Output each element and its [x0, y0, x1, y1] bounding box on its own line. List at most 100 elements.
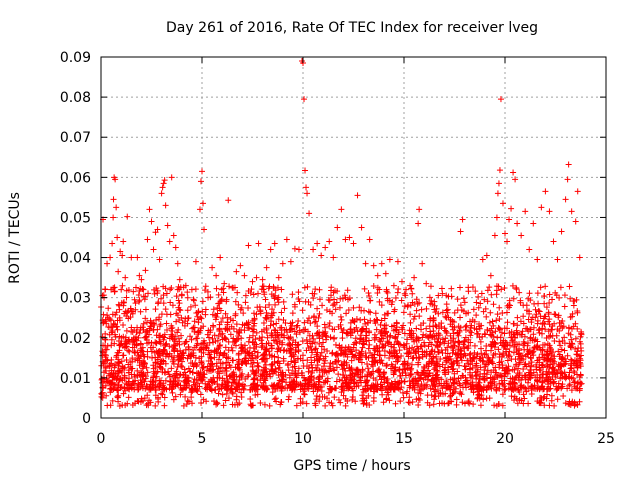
data-point	[283, 236, 290, 243]
data-point	[566, 381, 573, 388]
data-point	[457, 228, 464, 235]
data-point	[568, 364, 575, 371]
data-point	[191, 318, 198, 325]
data-point	[235, 356, 242, 363]
data-point	[487, 272, 494, 279]
data-point	[215, 345, 222, 352]
data-point	[253, 354, 260, 361]
data-point	[278, 332, 285, 339]
data-point	[113, 309, 120, 316]
tick-labels: 0 5 10 15 20 2500.010.020.030.040.050.060.070…	[60, 50, 615, 447]
data-point	[447, 386, 454, 393]
data-point	[365, 365, 372, 372]
data-point	[398, 278, 405, 285]
data-point	[460, 341, 467, 348]
data-point	[142, 306, 149, 313]
data-point	[118, 286, 125, 293]
data-point	[487, 309, 494, 316]
data-point	[164, 327, 171, 334]
data-point	[261, 375, 268, 382]
data-point	[181, 322, 188, 329]
data-point	[577, 372, 584, 379]
data-point	[301, 390, 308, 397]
data-point	[410, 336, 417, 343]
data-point	[142, 315, 149, 322]
data-point	[160, 346, 167, 353]
data-point	[200, 337, 207, 344]
data-point	[494, 311, 501, 318]
data-point	[233, 321, 240, 328]
data-point	[499, 402, 506, 409]
data-point	[331, 301, 338, 308]
data-point	[314, 323, 321, 330]
data-point	[156, 323, 163, 330]
data-point	[188, 336, 195, 343]
data-point	[310, 295, 317, 302]
data-point	[576, 398, 583, 405]
data-point	[162, 360, 169, 367]
data-point	[229, 390, 236, 397]
data-point	[107, 254, 114, 261]
data-point	[217, 254, 224, 261]
data-point	[276, 338, 283, 345]
data-point	[408, 332, 415, 339]
data-point	[212, 338, 219, 345]
data-point	[209, 335, 216, 342]
data-point	[427, 385, 434, 392]
data-point	[517, 297, 524, 304]
data-point	[108, 323, 115, 330]
data-point	[242, 375, 249, 382]
x-tick-label: 0	[97, 431, 106, 447]
data-point	[228, 344, 235, 351]
data-point	[212, 316, 219, 323]
data-point	[149, 354, 156, 361]
data-point	[107, 402, 114, 409]
data-point	[156, 256, 163, 263]
data-point	[415, 389, 422, 396]
data-point	[160, 300, 167, 307]
data-point	[365, 337, 372, 344]
data-point	[247, 395, 254, 402]
data-point	[367, 317, 374, 324]
data-point	[124, 309, 131, 316]
data-point	[342, 395, 349, 402]
data-point	[358, 224, 365, 231]
data-point	[366, 293, 373, 300]
data-point	[450, 338, 457, 345]
data-point	[354, 379, 361, 386]
data-point	[280, 317, 287, 324]
data-point	[339, 383, 346, 390]
data-point	[331, 394, 338, 401]
data-point	[498, 329, 505, 336]
data-point	[488, 342, 495, 349]
data-point	[481, 296, 488, 303]
data-point	[527, 355, 534, 362]
data-point	[357, 317, 364, 324]
data-point	[103, 392, 110, 399]
data-point	[520, 391, 527, 398]
data-point	[454, 296, 461, 303]
data-point	[441, 340, 448, 347]
data-point	[453, 351, 460, 358]
data-point	[408, 371, 415, 378]
data-point	[223, 298, 230, 305]
data-point	[339, 386, 346, 393]
data-point	[200, 396, 207, 403]
data-point	[370, 345, 377, 352]
data-point	[360, 325, 367, 332]
data-point	[272, 292, 279, 299]
data-point	[343, 374, 350, 381]
data-point	[532, 374, 539, 381]
data-point	[397, 386, 404, 393]
data-point	[511, 343, 517, 350]
data-point	[235, 301, 242, 308]
data-point	[310, 335, 317, 342]
data-point	[176, 356, 183, 363]
data-point	[403, 286, 410, 293]
data-point	[341, 292, 348, 299]
data-point	[561, 340, 568, 347]
data-point	[167, 299, 174, 306]
data-point	[204, 331, 211, 338]
data-point	[557, 284, 564, 291]
data-point	[120, 352, 127, 359]
